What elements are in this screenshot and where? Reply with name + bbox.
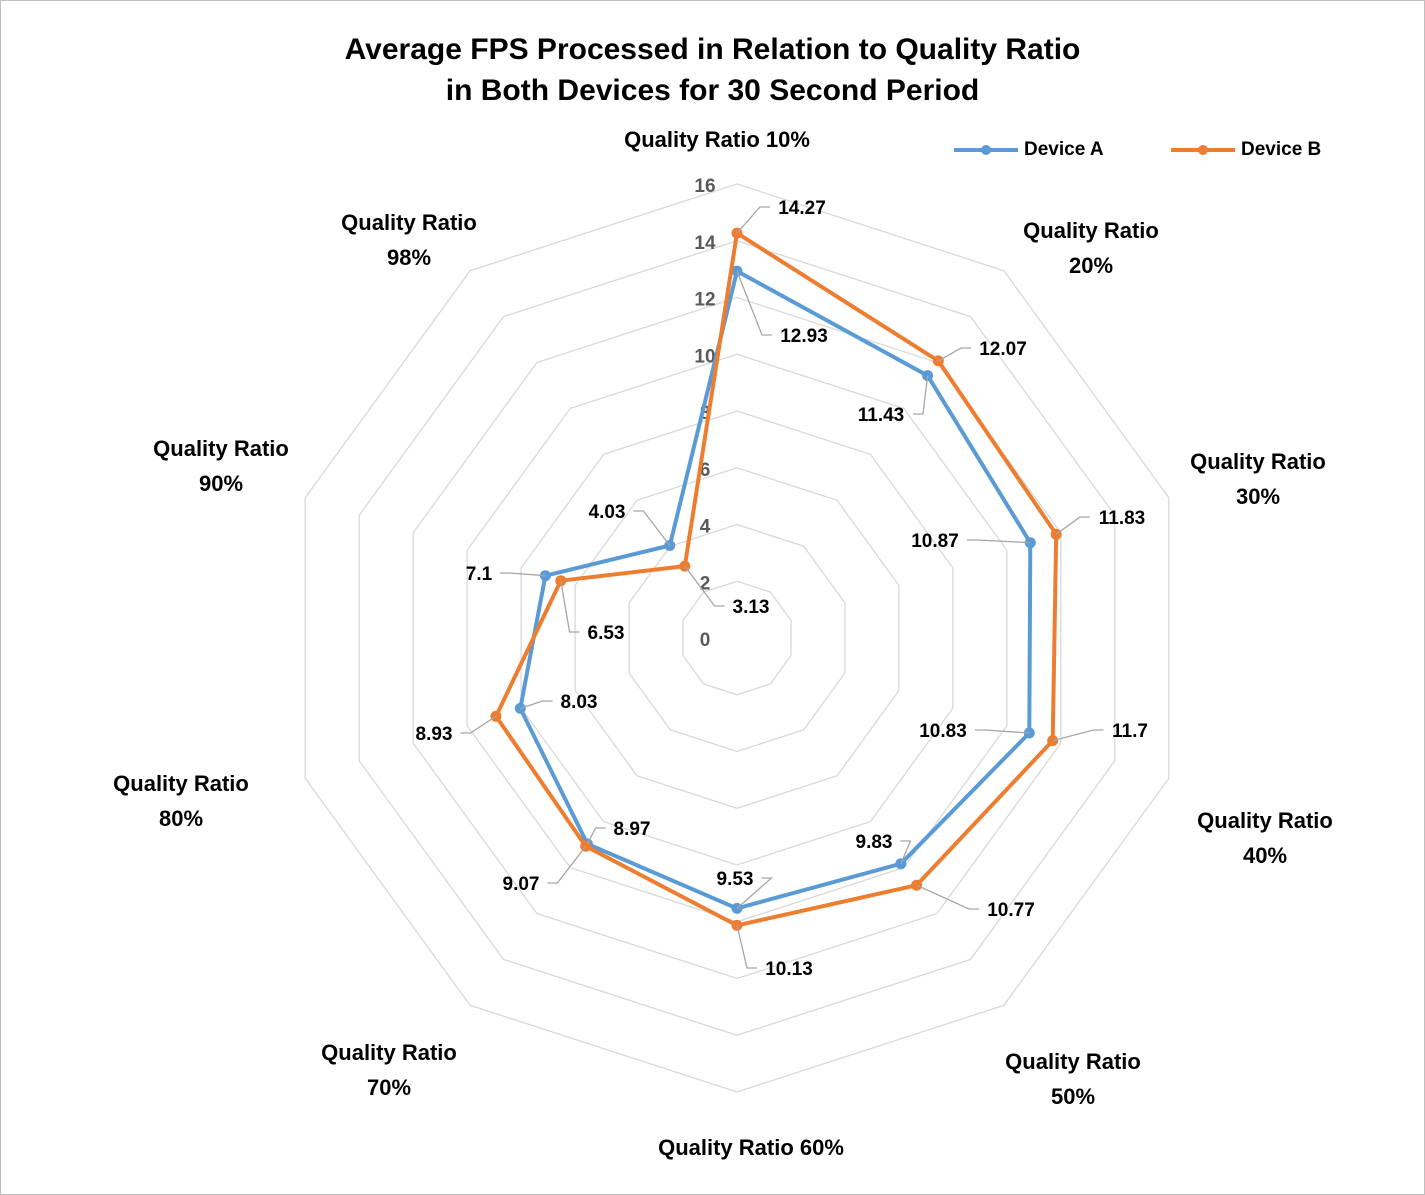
data-label-leader <box>520 700 553 710</box>
data-label: 8.97 <box>614 819 651 840</box>
data-label-leader <box>1052 729 1104 742</box>
legend-item-device-b[interactable]: Device B <box>1171 139 1321 161</box>
data-labels: 12.93 11.43 10.87 10.83 9.83 9.53 8.97 8.03 7.1 4… <box>416 198 1148 980</box>
data-label: 10.83 <box>919 721 967 742</box>
data-label-leader <box>916 884 979 910</box>
grid-ring <box>304 183 1170 1093</box>
data-label: 9.83 <box>856 832 893 853</box>
category-labels: Quality Ratio 10% Quality Ratio 20% Quality… <box>113 127 1333 1160</box>
data-label: 8.03 <box>561 692 598 713</box>
data-label-leader <box>1055 516 1090 535</box>
data-label: 3.13 <box>733 597 770 618</box>
legend-item-device-a[interactable]: Device A <box>954 139 1104 161</box>
data-label-leader <box>633 510 671 546</box>
data-label: 9.53 <box>717 869 754 890</box>
data-label-leader <box>586 827 606 845</box>
data-label: 9.07 <box>503 874 540 895</box>
radial-tick-label: 0 <box>700 630 711 651</box>
radial-axis-ticks: 0 2 4 6 8 10 12 14 16 <box>694 176 716 651</box>
category-label: Quality Ratio 80% <box>113 771 249 831</box>
category-label: Quality Ratio 30% <box>1190 449 1326 509</box>
legend-swatch-device-b <box>1171 145 1235 155</box>
category-label: Quality Ratio 98% <box>341 210 477 270</box>
data-label-leader <box>900 840 912 864</box>
data-label-leader <box>975 729 1030 734</box>
category-label: Quality Ratio 50% <box>1005 1049 1141 1109</box>
category-label: Quality Ratio 70% <box>321 1040 457 1100</box>
chart-title-line-2: in Both Devices for 30 Second Period <box>445 74 980 107</box>
data-label: 10.77 <box>987 900 1035 921</box>
data-label: 8.93 <box>416 724 453 745</box>
data-label: 11.43 <box>858 405 905 426</box>
radial-tick-label: 4 <box>700 517 711 538</box>
legend-label-device-b: Device B <box>1241 139 1322 160</box>
data-label-leader <box>736 270 772 336</box>
data-label-leader <box>560 580 580 633</box>
category-label: Quality Ratio 40% <box>1197 808 1333 868</box>
data-label: 4.03 <box>589 502 626 523</box>
data-label: 12.93 <box>780 326 828 347</box>
radial-tick-label: 2 <box>700 573 711 594</box>
legend-swatch-device-a <box>954 145 1018 155</box>
data-label-leader <box>736 925 757 969</box>
radial-tick-label: 10 <box>694 346 715 367</box>
radial-tick-label: 12 <box>694 290 715 311</box>
grid-ring <box>520 410 954 866</box>
data-label: 11.7 <box>1112 721 1148 742</box>
data-label-leader <box>967 539 1031 544</box>
grid-ring <box>358 240 1116 1036</box>
category-label: Quality Ratio 90% <box>153 436 289 496</box>
data-label: 10.13 <box>765 959 813 980</box>
radial-tick-label: 14 <box>694 233 716 254</box>
data-label-leaders <box>460 206 1104 969</box>
data-label-leader <box>736 206 770 234</box>
data-label-leader <box>684 565 725 607</box>
radial-tick-label: 16 <box>694 176 715 197</box>
data-label: 6.53 <box>588 623 625 644</box>
radial-tick-label: 8 <box>700 403 711 424</box>
grid-ring <box>574 467 900 809</box>
data-label-leader <box>736 877 774 909</box>
data-label-leader <box>547 845 587 884</box>
grid-ring <box>682 580 792 696</box>
legend-label-device-a: Device A <box>1024 139 1104 160</box>
data-label: 11.83 <box>1099 508 1146 529</box>
series-line <box>494 231 1059 928</box>
chart-title-line-1: Average FPS Processed in Relation to Qua… <box>344 33 1081 66</box>
category-label: Quality Ratio 20% <box>1023 218 1159 278</box>
category-label: Quality Ratio 10% <box>624 127 810 152</box>
data-label: 14.27 <box>778 198 826 219</box>
grid-ring <box>628 523 846 753</box>
data-label: 12.07 <box>979 339 1027 360</box>
data-label: 7.1 <box>466 564 493 585</box>
grid-ring <box>412 296 1062 980</box>
data-label-leader <box>499 572 546 577</box>
category-label: Quality Ratio 60% <box>658 1135 844 1160</box>
series-device-a <box>514 265 1036 914</box>
data-label-leader <box>460 715 497 734</box>
radar-grid <box>304 183 1170 1093</box>
series-layer <box>490 227 1062 931</box>
data-label-leader <box>913 375 929 415</box>
chart-title: Average FPS Processed in Relation to Qua… <box>1 29 1424 111</box>
data-label-leader <box>937 347 971 362</box>
data-label: 10.87 <box>911 531 959 552</box>
radial-tick-label: 6 <box>700 460 711 481</box>
